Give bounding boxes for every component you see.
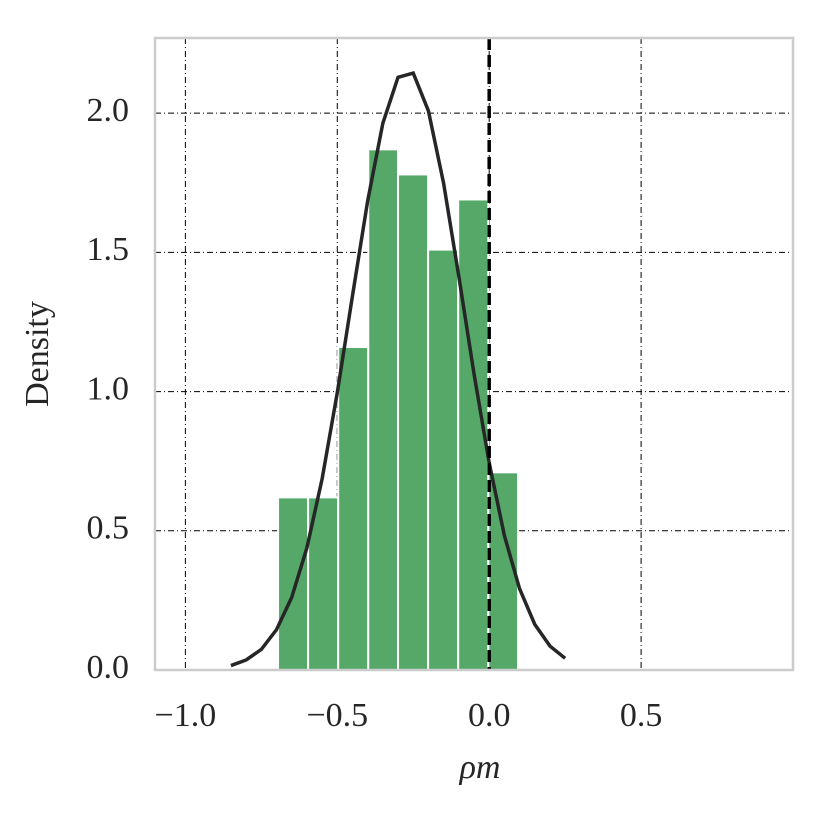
x-tick-label: 0.5 [620,697,663,734]
x-tick-label: 0.0 [468,697,511,734]
y-tick-label: 1.0 [87,370,130,407]
bar [367,148,400,671]
x-axis-label: ρm [459,749,501,786]
x-tick-label: −0.5 [306,697,368,734]
plot-frame [153,36,795,672]
y-tick-label: 2.0 [87,92,130,129]
bar [427,248,460,671]
y-tick-label: 1.5 [87,231,130,268]
y-axis-label: Density [19,301,56,407]
bar [397,173,430,671]
bar [337,346,370,671]
density-curve [230,70,567,668]
y-tick-label: 0.0 [87,649,130,686]
y-tick-label: 0.5 [87,510,130,547]
bar [277,496,310,672]
x-tick-label: −1.0 [155,697,217,734]
